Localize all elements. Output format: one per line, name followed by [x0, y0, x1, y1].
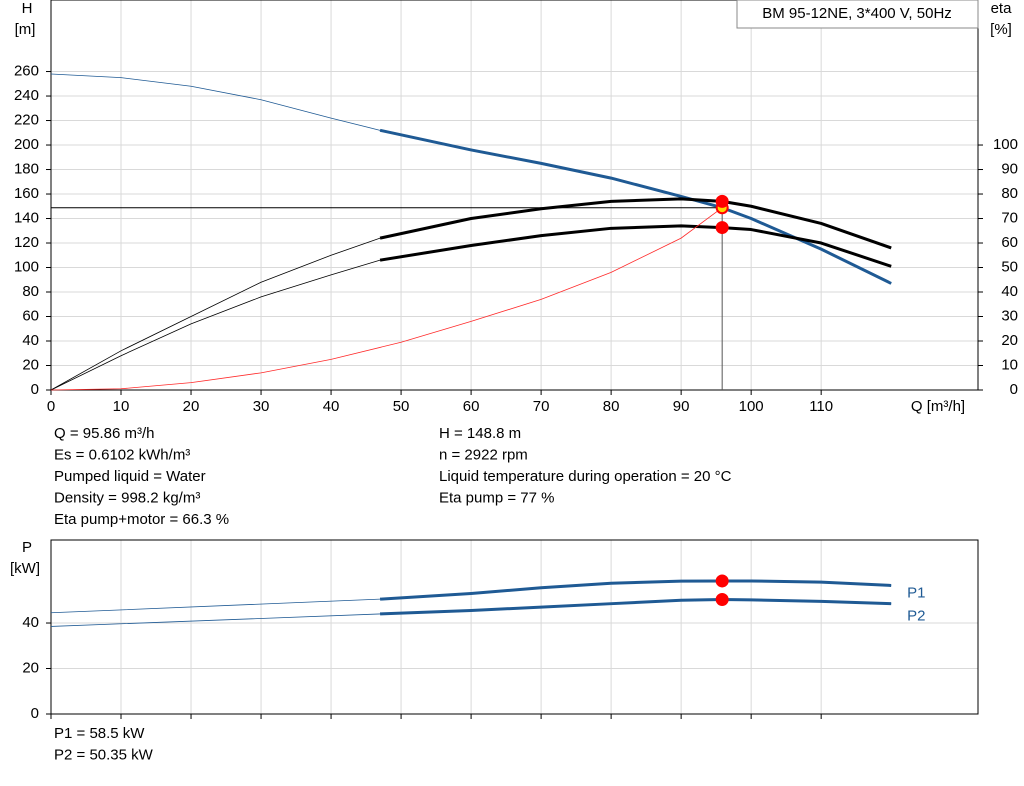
curve [50, 207, 723, 391]
x-tick-label: 90 [673, 398, 690, 415]
y-tick-label: 220 [14, 111, 39, 128]
x-tick-label: 60 [463, 398, 480, 415]
x-tick-label: 40 [323, 398, 340, 415]
curve-operating-range [379, 224, 892, 268]
y2-tick-label: 10 [1001, 356, 1018, 373]
y-tick-label: 40 [22, 332, 39, 349]
info-text: P2 = 50.35 kW [54, 746, 154, 763]
title-box [736, 0, 979, 29]
info-text: Eta pump+motor = 66.3 % [54, 511, 229, 528]
operating-point [715, 221, 729, 235]
y2-unit: [%] [990, 21, 1012, 38]
y-tick-label: 100 [14, 258, 39, 275]
y2-tick-label: 50 [1001, 258, 1018, 275]
y-tick-label: 20 [22, 659, 39, 676]
y2-tick-label: 60 [1001, 234, 1018, 251]
y2-tick-label: 100 [993, 136, 1018, 153]
legend-label: P2 [907, 608, 925, 625]
y-label: H [22, 0, 33, 17]
curve-operating-range [379, 197, 892, 250]
y-tick-label: 0 [31, 381, 39, 398]
info-text: Pumped liquid = Water [54, 468, 206, 485]
plot-frame [50, 539, 979, 715]
y-tick-label: 160 [14, 185, 39, 202]
plot-frame [50, 0, 979, 391]
y2-tick-label: 0 [1010, 381, 1018, 398]
operating-point [715, 574, 729, 588]
y-unit: [m] [15, 21, 36, 38]
y-tick-label: 80 [22, 283, 39, 300]
curve-operating-range [380, 597, 892, 616]
operating-point [715, 592, 729, 606]
y-tick-label: 40 [22, 614, 39, 631]
legend-label: P1 [907, 584, 925, 601]
y-tick-label: 240 [14, 87, 39, 104]
y2-label: eta [991, 0, 1013, 17]
x-tick-label: 0 [47, 398, 55, 415]
y-tick-label: 180 [14, 160, 39, 177]
x-tick-label: 20 [183, 398, 200, 415]
y-tick-label: 200 [14, 136, 39, 153]
y2-tick-label: 40 [1001, 283, 1018, 300]
y-label: P [22, 539, 32, 556]
y2-tick-label: 70 [1001, 209, 1018, 226]
x-label: Q [m³/h] [911, 398, 965, 415]
info-text: Eta pump = 77 % [439, 489, 555, 506]
y2-tick-label: 80 [1001, 185, 1018, 202]
y-tick-label: 60 [22, 307, 39, 324]
x-tick-label: 50 [393, 398, 410, 415]
info-text: n = 2922 rpm [439, 446, 528, 463]
x-tick-label: 80 [603, 398, 620, 415]
chart-title: BM 95-12NE, 3*400 V, 50Hz [762, 5, 952, 22]
info-text: Es = 0.6102 kWh/m³ [54, 446, 190, 463]
y-tick-label: 0 [31, 705, 39, 722]
x-tick-label: 100 [739, 398, 764, 415]
curve-operating-range [379, 579, 892, 601]
y2-tick-label: 90 [1001, 160, 1018, 177]
y-tick-label: 20 [22, 356, 39, 373]
info-text: P1 = 58.5 kW [54, 725, 145, 742]
x-tick-label: 30 [253, 398, 270, 415]
y2-tick-label: 30 [1001, 307, 1018, 324]
y-tick-label: 120 [14, 234, 39, 251]
info-text: Liquid temperature during operation = 20… [439, 468, 732, 485]
y-tick-label: 140 [14, 209, 39, 226]
operating-point [715, 194, 729, 208]
info-text: Q = 95.86 m³/h [54, 425, 154, 442]
x-tick-label: 10 [113, 398, 130, 415]
info-text: H = 148.8 m [439, 425, 521, 442]
y-tick-label: 260 [14, 63, 39, 80]
x-tick-label: 110 [809, 398, 833, 415]
y-unit: [kW] [10, 560, 40, 577]
info-text: Density = 998.2 kg/m³ [54, 489, 200, 506]
x-tick-label: 70 [533, 398, 550, 415]
y2-tick-label: 20 [1001, 332, 1018, 349]
